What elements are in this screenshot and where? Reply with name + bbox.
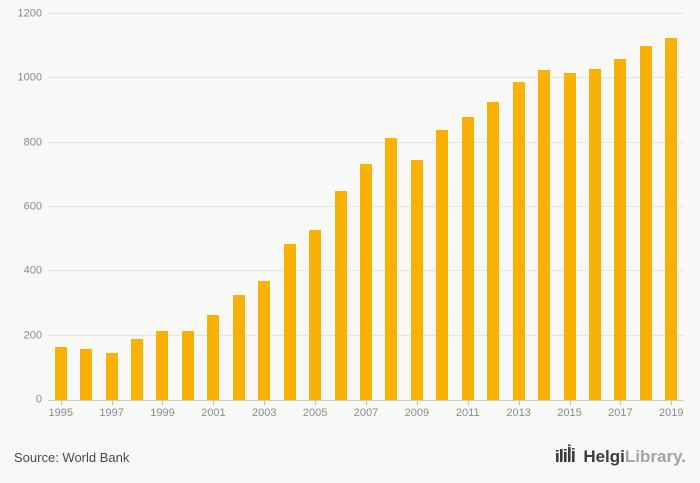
bar-2006 <box>334 190 347 400</box>
y-axis: 0 200 400 600 800 1000 1200 <box>0 8 42 405</box>
source-label: Source: World Bank <box>14 450 130 465</box>
gridline-y-800 <box>48 141 684 143</box>
bar-1995 <box>54 346 67 400</box>
bar-2009 <box>410 160 423 400</box>
bar-2015 <box>563 72 576 400</box>
x-tick-2017 <box>620 401 622 405</box>
bar-1997 <box>105 353 118 400</box>
x-tick-label-1997: 1997 <box>99 407 124 419</box>
x-tick-2019 <box>671 401 673 405</box>
y-tick-label-800: 800 <box>23 136 42 149</box>
bar-2011 <box>461 116 474 400</box>
x-tick-1997 <box>111 401 113 405</box>
logo-text: HelgiLibrary. <box>583 448 686 465</box>
y-tick-label-400: 400 <box>23 264 42 277</box>
bar-2019 <box>665 38 678 400</box>
x-tick-label-2011: 2011 <box>455 407 480 419</box>
x-tick-label-2001: 2001 <box>201 407 226 419</box>
footer: Source: World Bank HelgiLibrary. <box>0 431 700 483</box>
y-tick-label-0: 0 <box>35 393 42 406</box>
x-tick-2013 <box>518 401 520 405</box>
logo-text-helgi: Helgi <box>583 447 625 466</box>
bar-2003 <box>258 280 271 400</box>
bar-2000 <box>181 330 194 400</box>
x-tick-label-2005: 2005 <box>302 407 328 419</box>
gridline-y-1000 <box>48 77 684 79</box>
x-tick-1999 <box>162 401 164 405</box>
bar-2013 <box>512 81 525 400</box>
x-tick-2009 <box>416 401 418 405</box>
x-tick-2003 <box>264 401 266 405</box>
gridline-y-1200 <box>48 13 684 14</box>
bar-1999 <box>156 330 169 400</box>
bar-1996 <box>80 348 93 400</box>
x-tick-label-2003: 2003 <box>251 407 277 419</box>
logo-text-library: Library <box>624 447 682 466</box>
bar-2014 <box>538 70 551 400</box>
bar-2007 <box>360 163 372 400</box>
x-tick-label-2009: 2009 <box>404 407 430 419</box>
bar-2012 <box>487 102 500 400</box>
bar-2008 <box>385 137 398 400</box>
y-tick-label-1000: 1000 <box>17 71 42 84</box>
x-tick-label-2013: 2013 <box>506 407 531 419</box>
logo-text-suffix: . <box>681 447 686 466</box>
helgi-library-logo[interactable]: HelgiLibrary. <box>555 444 686 469</box>
bar-2005 <box>309 229 322 400</box>
bar-2016 <box>588 68 601 400</box>
bar-2017 <box>614 59 627 400</box>
bar-2018 <box>639 46 652 400</box>
chart: 0 200 400 600 800 1000 1200 1995 1997 1999 2001 20… <box>0 8 684 423</box>
bar-2004 <box>283 244 296 400</box>
y-tick-label-1200: 1200 <box>17 7 42 20</box>
bar-2002 <box>232 295 245 400</box>
x-tick-2001 <box>213 401 215 405</box>
x-tick-2005 <box>315 401 317 405</box>
bar-2001 <box>207 314 220 400</box>
x-tick-label-2007: 2007 <box>353 407 379 419</box>
x-tick-label-1995: 1995 <box>48 407 73 419</box>
y-tick-label-200: 200 <box>23 329 42 342</box>
plot-area <box>48 13 684 401</box>
bar-2010 <box>436 129 449 400</box>
x-tick-label-1999: 1999 <box>150 407 175 419</box>
x-tick-2015 <box>569 401 571 405</box>
bar-1998 <box>131 338 144 400</box>
x-tick-label-2017: 2017 <box>608 407 633 419</box>
x-tick-2011 <box>467 401 469 405</box>
x-tick-1995 <box>60 401 62 405</box>
y-tick-label-600: 600 <box>23 200 42 213</box>
x-tick-2007 <box>366 401 367 405</box>
x-axis: 1995 1997 1999 2001 2003 2005 2007 2009 2011 2013… <box>48 401 684 423</box>
x-tick-label-2019: 2019 <box>659 407 684 419</box>
x-tick-label-2015: 2015 <box>557 407 582 419</box>
helgi-skyline-icon <box>555 444 577 469</box>
